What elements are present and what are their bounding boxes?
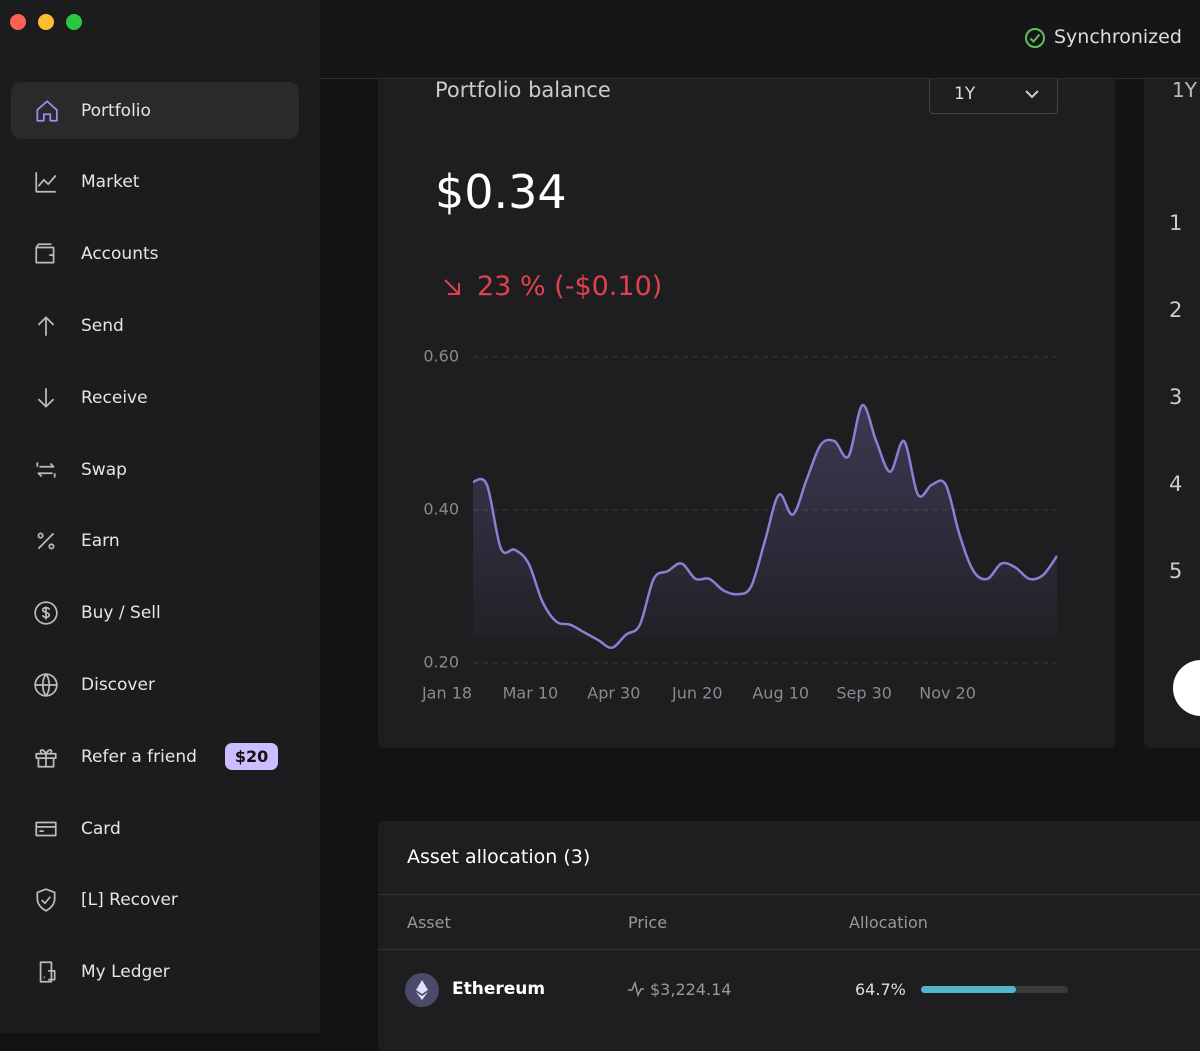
card-title: Portfolio balance bbox=[435, 78, 611, 102]
nav-badge: $20 bbox=[224, 743, 279, 771]
nav-item[interactable]: Discover bbox=[11, 656, 299, 713]
top-bar: Synchronized bbox=[320, 0, 1200, 79]
balance-card: Portfolio balance 1Y $0.34 23 % (-$0.10) bbox=[378, 40, 1115, 748]
nav-item[interactable]: Earn bbox=[11, 513, 299, 570]
nav-item[interactable]: Send bbox=[11, 297, 299, 354]
nav-icon bbox=[39, 961, 56, 983]
nav-icon bbox=[37, 532, 55, 550]
nav-label: [L] Recover bbox=[81, 890, 178, 911]
nav-label: Portfolio bbox=[81, 100, 151, 121]
nav-item[interactable]: My Ledger bbox=[11, 944, 299, 1001]
nav-item[interactable]: Receive bbox=[11, 369, 299, 426]
rank: 1 bbox=[1169, 211, 1183, 235]
asset-name: Ethereum bbox=[452, 979, 546, 999]
table-header bbox=[378, 894, 1200, 950]
right-card: 1Y 1 2 3 4 5 bbox=[1144, 40, 1200, 748]
rank: 3 bbox=[1169, 385, 1183, 409]
nav-label: Receive bbox=[81, 387, 148, 408]
allocation-title: Asset allocation (3) bbox=[407, 846, 591, 868]
asset-price: $3,224.14 bbox=[650, 980, 732, 999]
nav-item[interactable]: [L] Recover bbox=[11, 872, 299, 929]
sidebar: Portfolio Market Accounts Send Receive Swap Ea… bbox=[0, 0, 320, 1033]
nav-item[interactable]: Accounts bbox=[11, 226, 299, 283]
nav-label: Discover bbox=[81, 674, 155, 695]
nav-label: My Ledger bbox=[81, 962, 170, 983]
nav-icon bbox=[35, 172, 57, 193]
nav-label: Buy / Sell bbox=[81, 603, 161, 624]
column-header: Allocation bbox=[849, 913, 928, 932]
allocation-label: 64.7% bbox=[855, 980, 906, 999]
nav-label: Refer a friend bbox=[81, 746, 197, 767]
nav-label: Send bbox=[81, 315, 124, 336]
right-range: 1Y bbox=[1172, 78, 1197, 102]
nav-label: Accounts bbox=[81, 244, 159, 265]
nav-icon bbox=[34, 601, 58, 625]
nav-icon bbox=[36, 888, 56, 912]
nav-icon bbox=[36, 461, 56, 478]
nav-item[interactable]: Portfolio bbox=[11, 82, 299, 139]
allocation-card: Asset allocation (3) Ethereum $3,224.14 … bbox=[378, 821, 1200, 1051]
nav-label: Earn bbox=[81, 531, 120, 552]
nav-icon bbox=[36, 99, 58, 122]
column-header: Price bbox=[628, 913, 668, 932]
zoom-button[interactable] bbox=[66, 14, 82, 30]
nav-icon bbox=[37, 387, 55, 408]
eth-icon bbox=[405, 973, 439, 1007]
range-label: 1Y bbox=[954, 84, 976, 104]
close-button[interactable] bbox=[10, 14, 26, 30]
nav-item[interactable]: Buy / Sell bbox=[11, 585, 299, 642]
range-select[interactable]: 1Y bbox=[929, 74, 1058, 114]
nav-label: Market bbox=[81, 172, 140, 193]
nav-icon bbox=[35, 243, 55, 264]
allocation-bar bbox=[921, 986, 1017, 993]
column-header: Asset bbox=[407, 913, 451, 932]
nav-icon bbox=[37, 316, 55, 336]
balance: $0.34 bbox=[435, 165, 567, 219]
action-button[interactable] bbox=[1173, 660, 1200, 716]
nav-icon bbox=[34, 673, 58, 697]
nav-item[interactable]: Market bbox=[11, 154, 299, 211]
sync-status: Synchronized bbox=[1054, 26, 1182, 48]
nav-item[interactable]: Swap bbox=[11, 441, 299, 498]
nav-item[interactable]: Refer a friend $20 bbox=[11, 728, 299, 785]
nav-label: Swap bbox=[81, 459, 127, 480]
nav-icon bbox=[35, 821, 57, 836]
change: 23 % (-$0.10) bbox=[477, 271, 663, 302]
rank: 2 bbox=[1169, 298, 1183, 322]
rank: 4 bbox=[1169, 472, 1183, 496]
nav-label: Card bbox=[81, 818, 121, 839]
sync-icon bbox=[1025, 28, 1045, 48]
minimize-button[interactable] bbox=[38, 14, 54, 30]
rank: 5 bbox=[1169, 559, 1183, 583]
nav-item[interactable]: Card bbox=[11, 800, 299, 857]
allocation-track bbox=[921, 986, 1068, 993]
nav-icon bbox=[35, 748, 57, 768]
